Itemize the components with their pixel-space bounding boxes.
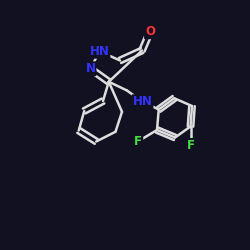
Text: N: N [86,62,96,75]
Text: F: F [186,139,194,152]
Text: O: O [145,25,155,38]
Text: HN: HN [90,45,110,58]
Text: F: F [134,135,142,148]
Text: HN: HN [132,95,152,108]
